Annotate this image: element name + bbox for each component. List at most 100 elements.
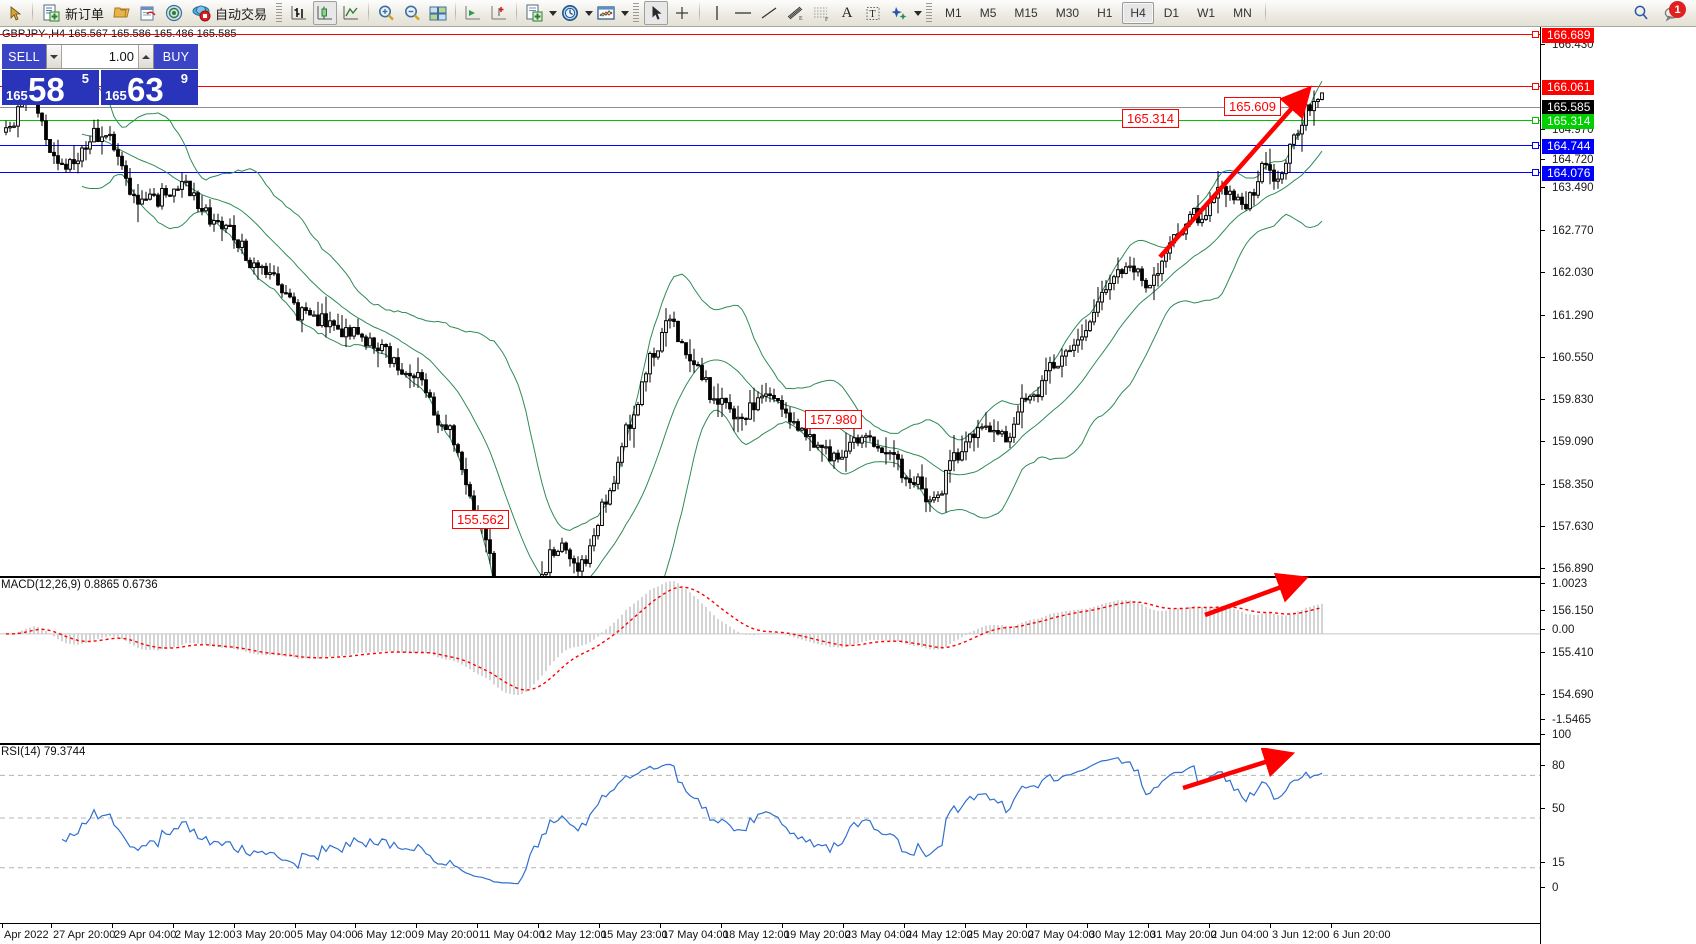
price-tick: 164.720	[1541, 154, 1696, 166]
timeframe-h1[interactable]: H1	[1097, 6, 1113, 20]
macd-tick: 1.0023	[1541, 578, 1696, 590]
level-badge-164076[interactable]: 164.076	[1542, 166, 1595, 181]
buy-price-frac: 9	[180, 71, 188, 86]
sell-button[interactable]: SELL	[2, 44, 46, 69]
auto-scroll-icon[interactable]	[487, 1, 511, 25]
level-badge-165585[interactable]: 165.585	[1542, 100, 1595, 115]
template-dropdown-icon[interactable]	[621, 10, 630, 16]
annotation-165609[interactable]: 165.609	[1224, 97, 1281, 116]
annotation-165314[interactable]: 165.314	[1122, 109, 1179, 128]
new-order-button[interactable]: 新订单	[38, 1, 108, 25]
folder-icon[interactable]	[110, 1, 134, 25]
notification-icon[interactable]: 1	[1660, 1, 1686, 25]
shift-chart-icon[interactable]	[461, 1, 485, 25]
template-icon[interactable]	[594, 1, 618, 25]
time-tick	[1087, 924, 1088, 928]
text-icon[interactable]: A	[841, 4, 853, 21]
equidistant-channel-icon[interactable]: E	[783, 1, 807, 25]
level-badge-166689[interactable]: 166.689	[1542, 28, 1595, 43]
time-tick	[355, 924, 356, 928]
period-clock-icon[interactable]	[558, 1, 582, 25]
time-tick	[721, 924, 722, 928]
rsi-label: RSI(14) 79.3744	[1, 746, 86, 758]
crosshair-icon[interactable]	[670, 1, 694, 25]
volume-up-icon[interactable]	[138, 45, 153, 68]
period-dropdown-icon[interactable]	[585, 10, 594, 16]
bid-marker[interactable]	[1532, 117, 1539, 124]
cursor-icon[interactable]	[644, 1, 669, 25]
level-badge-165314[interactable]: 165.314	[1542, 114, 1595, 129]
time-axis[interactable]: Apr 2022 27 Apr 20:00 29 Apr 04:00 2 May 12…	[0, 923, 1540, 944]
data-window-icon[interactable]	[136, 1, 160, 25]
timeframe-m15[interactable]: M15	[1014, 6, 1038, 20]
toolbar-grip-3[interactable]	[926, 2, 933, 24]
timeframe-h4[interactable]: H4	[1122, 2, 1154, 24]
volume-dropdown-icon[interactable]	[47, 45, 62, 68]
trendline-icon[interactable]	[757, 1, 781, 25]
timeframe-m5[interactable]: M5	[979, 6, 997, 20]
time-axis-label: 5 May 04:00	[297, 929, 358, 941]
macd-trend-arrow	[1204, 573, 1309, 618]
auto-trading-button[interactable]: 自动交易	[188, 1, 271, 25]
level-badge-166061[interactable]: 166.061	[1542, 80, 1595, 95]
chart-area[interactable]: GBPJPY-,H4 165.567 165.586 165.486 165.5…	[0, 27, 1696, 944]
timeframe-m30[interactable]: M30	[1055, 6, 1080, 20]
candlestick-chart-icon[interactable]	[313, 1, 338, 25]
zoom-out-icon[interactable]	[400, 1, 424, 25]
time-axis-label: 6 Jun 20:00	[1333, 929, 1391, 941]
volume-stepper[interactable]: 1.00	[46, 44, 154, 69]
timeframe-w1[interactable]: W1	[1197, 6, 1216, 20]
toolbar-grip-2[interactable]	[633, 2, 640, 24]
macd-pane-separator	[0, 576, 1540, 578]
buy-button[interactable]: BUY	[154, 44, 198, 69]
search-icon[interactable]	[1629, 1, 1653, 25]
rsi-pane[interactable]: RSI(14) 79.3744	[0, 743, 1540, 923]
price-pane[interactable]: GBPJPY-,H4 165.567 165.586 165.486 165.5…	[0, 27, 1540, 576]
cursor-arrow-icon[interactable]	[3, 1, 27, 25]
time-axis-label: 27 May 04:00	[1028, 929, 1095, 941]
support-marker-164076[interactable]	[1532, 169, 1539, 176]
tile-windows-icon[interactable]	[426, 1, 450, 25]
buy-quote[interactable]: 165 63 9	[101, 70, 198, 108]
time-axis-label: 3 Jun 12:00	[1272, 929, 1330, 941]
market-watch-icon[interactable]	[162, 1, 186, 25]
objects-dropdown-icon[interactable]	[914, 10, 923, 16]
support-marker-164744[interactable]	[1532, 142, 1539, 149]
new-order-icon	[42, 4, 62, 22]
timeframe-d1[interactable]: D1	[1163, 6, 1180, 20]
macd-pane[interactable]: MACD(12,26,9) 0.8865 0.6736	[0, 573, 1540, 743]
annotation-157980[interactable]: 157.980	[805, 410, 862, 429]
svg-text:F: F	[825, 17, 829, 22]
volume-input[interactable]: 1.00	[62, 45, 138, 68]
vertical-line-icon[interactable]	[705, 1, 729, 25]
new-order-label: 新订单	[65, 7, 105, 23]
timeframe-mn[interactable]: MN	[1233, 6, 1252, 20]
objects-icon[interactable]	[887, 1, 911, 25]
horizontal-line-icon[interactable]	[731, 1, 755, 25]
trade-controls-row: SELL 1.00 BUY	[2, 44, 198, 69]
bar-chart-icon[interactable]	[287, 1, 311, 25]
text-label-icon[interactable]: T	[861, 1, 885, 25]
line-chart-icon[interactable]	[339, 1, 363, 25]
time-axis-label: 3 May 20:00	[236, 929, 297, 941]
price-tick: 162.030	[1541, 267, 1696, 279]
time-axis-label: 9 May 20:00	[418, 929, 479, 941]
quotes-row: 165 58 5 165 63 9	[2, 70, 198, 108]
resistance-marker-166689[interactable]	[1532, 31, 1539, 38]
level-badge-164744[interactable]: 164.744	[1542, 139, 1595, 154]
new-chart-icon[interactable]	[522, 1, 546, 25]
price-scale[interactable]: 166.430 164.970 164.720 163.490 162.770 …	[1540, 27, 1696, 944]
toolbar-grip[interactable]	[276, 2, 283, 24]
time-tick	[51, 924, 52, 928]
new-chart-dropdown-icon[interactable]	[549, 10, 558, 16]
resistance-marker-166061[interactable]	[1532, 83, 1539, 90]
rsi-tick: 100	[1541, 729, 1696, 741]
price-tick: 156.150	[1541, 605, 1696, 617]
sell-quote[interactable]: 165 58 5	[2, 70, 99, 108]
annotation-155562[interactable]: 155.562	[452, 510, 509, 529]
one-click-trading-panel[interactable]: SELL 1.00 BUY 165 58 5 165 63 9	[2, 44, 198, 108]
fibonacci-icon[interactable]: F	[809, 1, 833, 25]
timeframe-m1[interactable]: M1	[945, 6, 962, 20]
zoom-in-icon[interactable]	[374, 1, 398, 25]
macd-tick: 0.00	[1541, 624, 1696, 636]
